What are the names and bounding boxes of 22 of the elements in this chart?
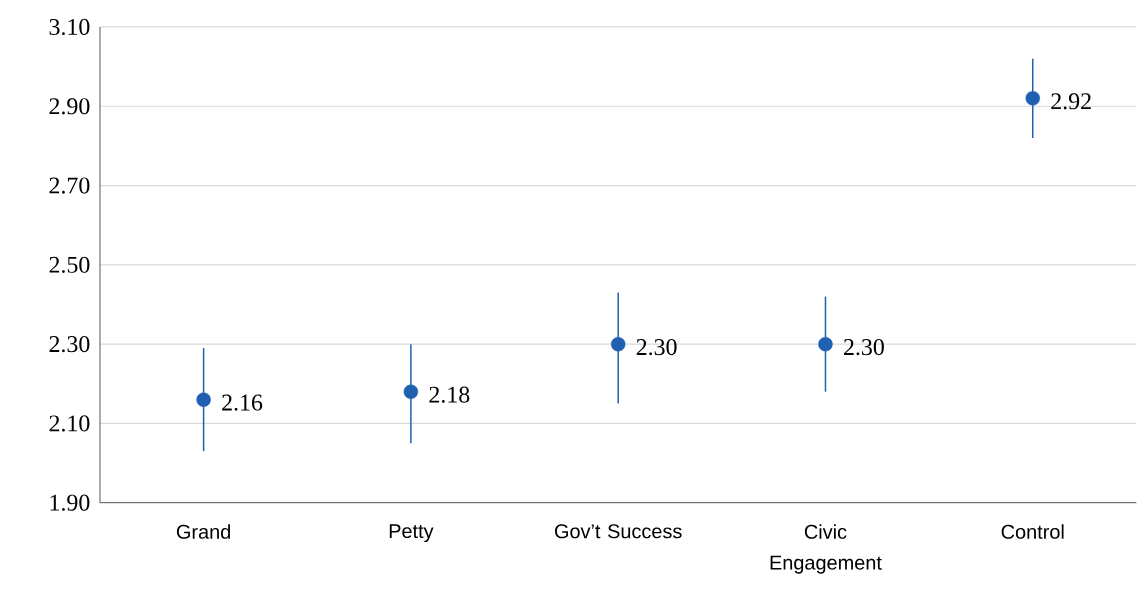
x-tick-label: Grand	[176, 524, 230, 539]
point	[1025, 91, 1040, 106]
x-tick-label: Gov’t Success	[554, 524, 682, 539]
y-tick-label: 2.70	[49, 177, 90, 194]
data-label: 2.30	[636, 339, 677, 356]
point	[818, 337, 833, 352]
y-tick-label: 2.50	[49, 256, 90, 274]
point	[610, 337, 626, 352]
y-tick-label: 1.90	[50, 494, 90, 511]
data-label: 2.92	[1051, 93, 1091, 110]
point	[196, 392, 211, 407]
x-tick-label: Petty	[389, 524, 434, 543]
x-tick-label: Control	[1001, 524, 1064, 539]
point	[403, 384, 419, 400]
y-tick-label: 3.10	[49, 19, 90, 36]
data-label: 2.16	[222, 394, 263, 411]
data-label: 2.18	[429, 386, 470, 403]
y-tick-label: 2.30	[49, 336, 90, 353]
x-tick-label: Civic Engagement	[770, 524, 882, 574]
y-tick-label: 2.90	[49, 98, 90, 115]
data-label: 2.30	[844, 339, 884, 356]
y-tick-label: 2.10	[49, 415, 90, 432]
